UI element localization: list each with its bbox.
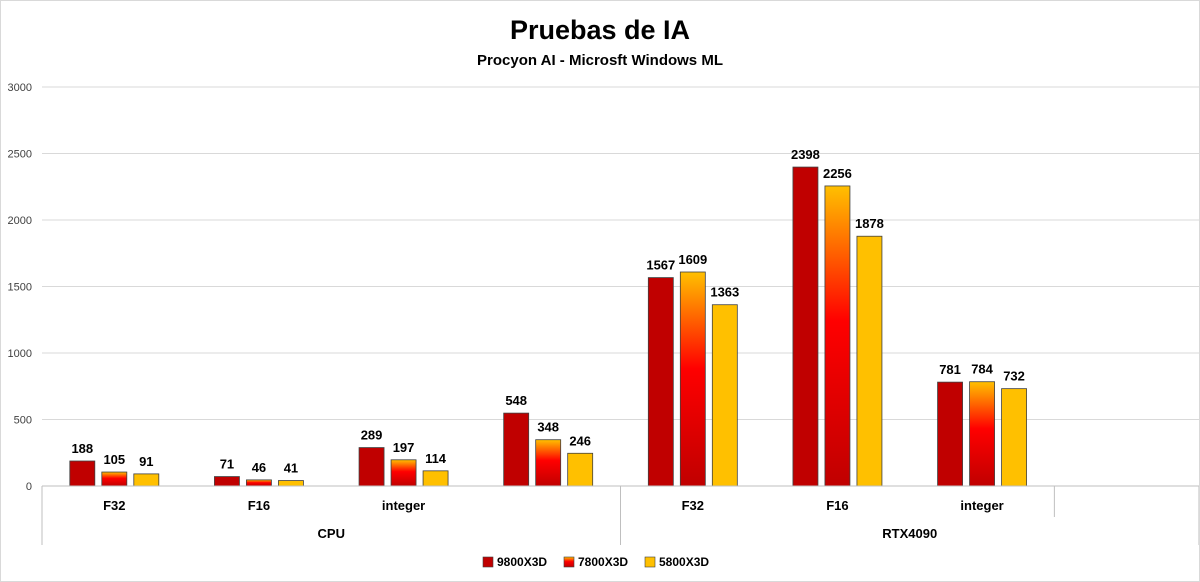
data-labels: 188 105 91 71 46 41 289 197 114 548 348 246 1567 1609… [71, 147, 1024, 475]
bar-7800x3d [824, 185, 851, 487]
category-label: integer [960, 498, 1003, 513]
bar-7800x3d [101, 471, 128, 487]
x-axis: CPU RTX4090 F32 F16 integer F32 F16 integer [41, 485, 1199, 545]
y-axis: 0 500 1000 1500 2000 2500 3000 [8, 82, 32, 493]
chart-title: Pruebas de IA [510, 15, 690, 45]
bar-7800x3d [679, 271, 706, 487]
bar-7800x3d [246, 479, 272, 487]
y-tick-label: 0 [26, 481, 32, 493]
y-tick-label: 500 [14, 415, 32, 427]
data-label: 46 [252, 460, 266, 475]
y-tick-label: 1000 [8, 348, 32, 360]
bar-5800x3d [278, 480, 304, 487]
category-label: integer [382, 498, 425, 513]
data-label: 1567 [646, 258, 675, 273]
data-label: 91 [139, 454, 153, 469]
legend-label: 5800X3D [659, 555, 709, 569]
y-tick-label: 1500 [8, 282, 32, 294]
bar-9800x3d [358, 447, 385, 487]
legend-label: 9800X3D [497, 555, 547, 569]
bar-9800x3d [503, 412, 530, 487]
data-label: 348 [537, 420, 559, 435]
data-label: 41 [284, 461, 298, 476]
y-tick-label: 3000 [8, 82, 32, 94]
bar-9800x3d [214, 476, 240, 487]
data-label: 1878 [855, 216, 884, 231]
legend: 9800X3D 7800X3D 5800X3D [482, 555, 709, 569]
data-label: 2398 [791, 147, 820, 162]
bar-5800x3d [567, 452, 594, 487]
legend-label: 7800X3D [578, 555, 628, 569]
category-label: F32 [682, 498, 704, 513]
bar-5800x3d [133, 473, 160, 487]
data-label: 289 [361, 428, 383, 443]
legend-swatch [563, 556, 575, 568]
bar-5800x3d [856, 235, 883, 487]
bar-7800x3d [969, 381, 995, 487]
bars [69, 166, 1027, 487]
y-tick-label: 2000 [8, 215, 32, 227]
data-label: 732 [1003, 369, 1025, 384]
bar-5800x3d [1001, 388, 1027, 487]
data-label: 1609 [678, 252, 707, 267]
bar-9800x3d [69, 460, 96, 487]
gridlines [42, 86, 1199, 420]
data-label: 105 [103, 452, 125, 467]
category-label: F16 [826, 498, 848, 513]
data-label: 197 [393, 440, 415, 455]
bar-7800x3d [390, 459, 417, 487]
y-tick-label: 2500 [8, 149, 32, 161]
data-label: 2256 [823, 166, 852, 181]
group-label: RTX4090 [882, 526, 937, 541]
category-label: F32 [103, 498, 125, 513]
legend-swatch [644, 556, 656, 568]
bar-9800x3d [792, 166, 819, 487]
data-label: 188 [71, 441, 93, 456]
data-label: 71 [220, 457, 234, 472]
data-label: 114 [425, 451, 447, 466]
data-label: 781 [939, 362, 961, 377]
bar-7800x3d [535, 439, 562, 487]
bar-5800x3d [422, 470, 449, 487]
data-label: 548 [505, 393, 527, 408]
bar-9800x3d [647, 277, 674, 487]
legend-swatch [482, 556, 494, 568]
bar-9800x3d [937, 381, 963, 487]
data-label: 246 [569, 433, 591, 448]
chart-subtitle: Procyon AI - Microsft Windows ML [477, 52, 723, 69]
bar-5800x3d [711, 304, 738, 487]
category-label: F16 [248, 498, 270, 513]
group-label: CPU [318, 526, 345, 541]
data-label: 1363 [710, 285, 739, 300]
data-label: 784 [971, 362, 993, 377]
